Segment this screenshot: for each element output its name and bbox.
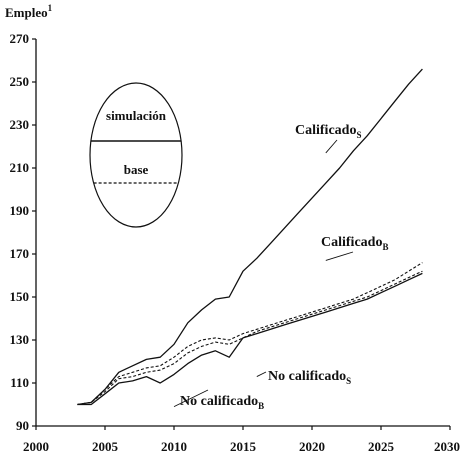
y-tick-label: 130 — [10, 332, 30, 347]
y-tick-label: 230 — [10, 117, 30, 132]
series-line-calificado-s — [77, 68, 423, 406]
annotation-leader-line — [325, 139, 338, 154]
y-tick-label: 270 — [10, 31, 30, 46]
annotation-text: Calificado — [295, 123, 356, 138]
x-tick-label: 2010 — [161, 439, 187, 454]
series-line-no-calificado-b — [77, 270, 423, 406]
series-annotation: CalificadoB — [321, 235, 388, 252]
x-tick-label: 2015 — [230, 439, 257, 454]
series-annotation: CalificadoS — [295, 123, 361, 140]
y-tick-label: 90 — [16, 418, 29, 433]
annotation-subscript: S — [346, 376, 351, 386]
x-tick-label: 2025 — [368, 439, 395, 454]
axes — [35, 39, 450, 427]
y-tick-label: 190 — [10, 203, 30, 218]
y-axis-label: Empleo1 — [5, 3, 53, 20]
y-axis-label-text: Empleo — [5, 5, 48, 20]
annotation-text: No calificado — [268, 369, 346, 384]
legend-simulation-label: simulación — [106, 108, 167, 123]
series-annotation: No calificadoB — [180, 394, 264, 411]
annotation-text: Calificado — [321, 235, 382, 250]
annotation-leader-line — [325, 251, 354, 261]
y-ticks: 90 110 130 150 170 190 210 230 250 270 — [10, 31, 36, 433]
series-line-calificado-b — [77, 262, 423, 406]
annotation-leader-line — [173, 389, 209, 408]
annotation-text: No calificado — [180, 394, 258, 409]
y-tick-label: 150 — [10, 289, 30, 304]
y-tick-label: 250 — [10, 74, 30, 89]
legend-ellipse — [89, 82, 183, 228]
x-tick-label: 2000 — [23, 439, 49, 454]
legend-base-label: base — [124, 162, 149, 177]
series-annotation: No calificadoS — [268, 369, 351, 386]
y-tick-label: 170 — [10, 246, 30, 261]
x-tick-label: 2005 — [92, 439, 119, 454]
annotation-subscript: S — [356, 130, 361, 140]
x-tick-label: 2020 — [299, 439, 325, 454]
legend: simulación base — [89, 82, 183, 228]
x-tick-label: 2030 — [434, 439, 460, 454]
y-tick-label: 110 — [10, 375, 29, 390]
annotation-leader-line — [256, 371, 267, 377]
annotation-subscript: B — [382, 242, 388, 252]
annotation-subscript: B — [258, 401, 264, 411]
series-layer — [77, 68, 423, 406]
y-axis-label-superscript: 1 — [48, 3, 53, 13]
y-tick-label: 210 — [10, 160, 30, 175]
series-line-no-calificado-s — [77, 272, 423, 406]
x-ticks: 2000 2005 2010 2015 2020 2025 2030 — [23, 426, 460, 454]
